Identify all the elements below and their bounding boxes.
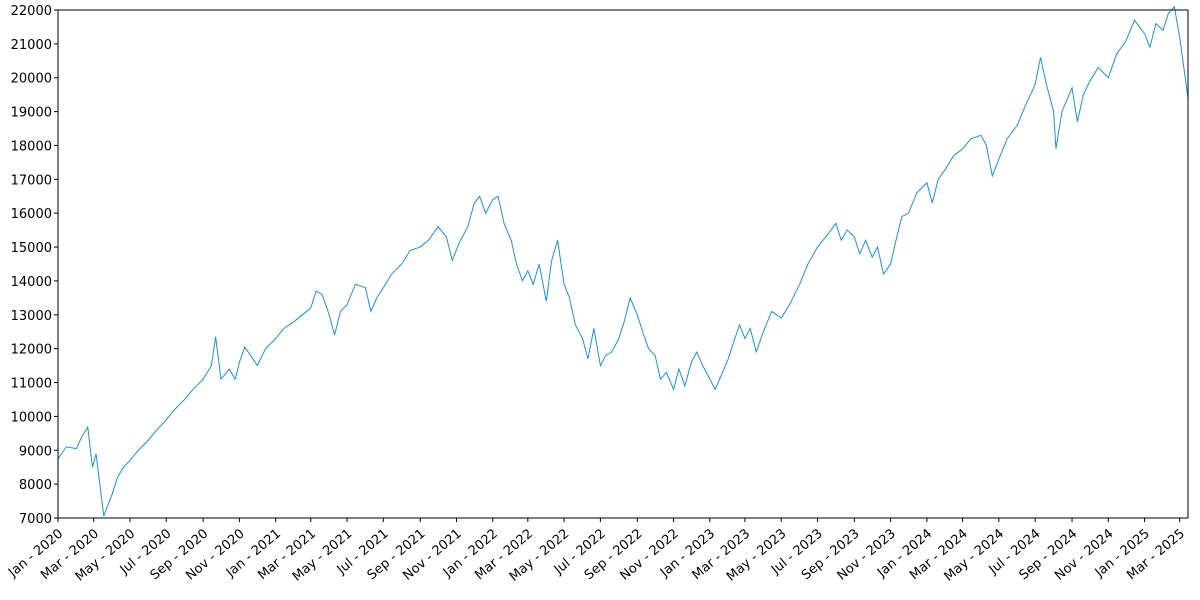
y-tick-label: 14000 [11, 275, 52, 290]
y-tick-label: 22000 [11, 4, 52, 19]
y-tick-label: 19000 [11, 106, 52, 121]
series-line [57, 5, 1189, 517]
y-tick-label: 20000 [11, 72, 52, 87]
y-tick-label: 16000 [11, 207, 52, 222]
y-tick-label: 10000 [11, 410, 52, 425]
y-tick-label: 7000 [19, 512, 52, 527]
y-tick-label: 9000 [19, 444, 52, 459]
y-tick-label: 18000 [11, 139, 52, 154]
y-tick-label: 17000 [11, 173, 52, 188]
plot-frame [57, 9, 1189, 519]
y-tick-label: 21000 [11, 38, 52, 53]
y-tick-label: 11000 [11, 377, 52, 392]
y-tick-label: 12000 [11, 343, 52, 358]
y-tick-label: 8000 [19, 478, 52, 493]
y-tick-label: 15000 [11, 241, 52, 256]
y-axis: 7000 8000 9000 10000 11000 12000 13000 14000 150… [11, 4, 58, 527]
y-tick-label: 13000 [11, 309, 52, 324]
